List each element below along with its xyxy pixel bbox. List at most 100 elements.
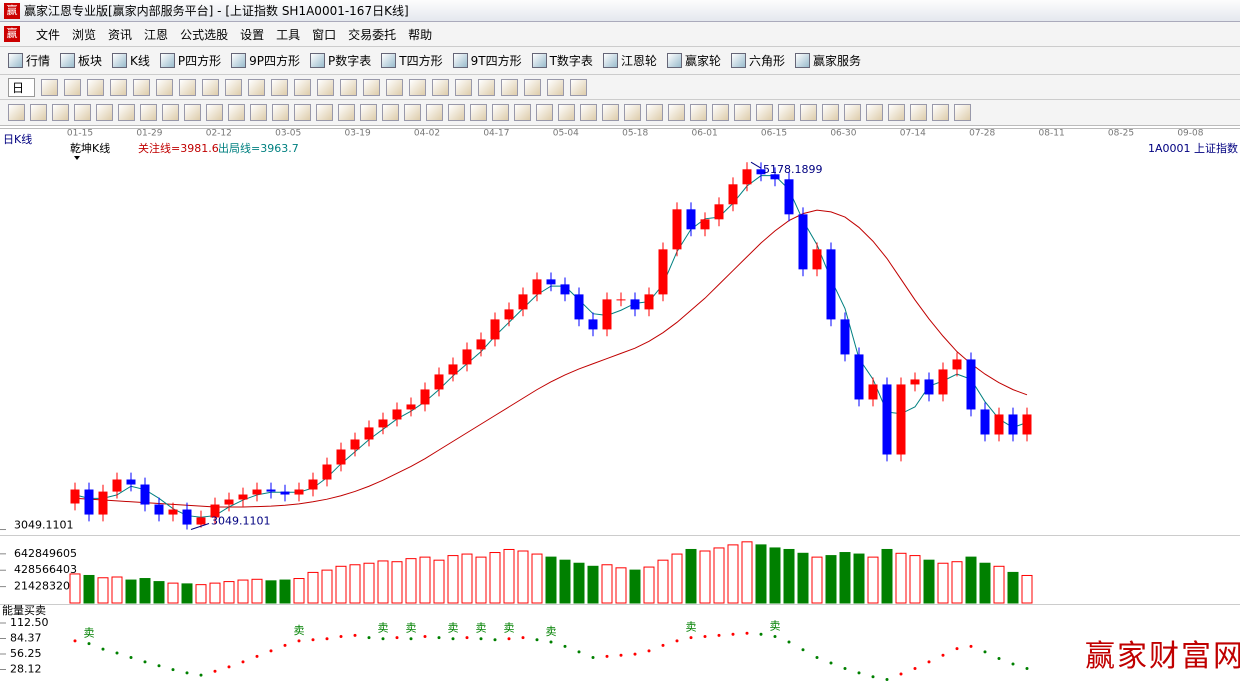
tool-icon[interactable]: [184, 104, 201, 121]
tool-icon[interactable]: [96, 104, 113, 121]
tool-icon[interactable]: [409, 78, 427, 96]
date-tick-label: 01-15: [67, 129, 93, 139]
tool-icon[interactable]: [162, 104, 179, 121]
tool-icon[interactable]: [844, 104, 861, 121]
volume-bar: [279, 579, 291, 604]
tool-icon[interactable]: [822, 104, 839, 121]
tool-icon[interactable]: [206, 104, 223, 121]
tool-icon[interactable]: [455, 78, 473, 96]
tool-icon[interactable]: [932, 104, 949, 121]
menu-item[interactable]: 江恩: [144, 27, 169, 42]
candle-body: [672, 209, 682, 250]
menu-item[interactable]: 帮助: [408, 27, 433, 42]
tool-icon[interactable]: [250, 104, 267, 121]
tool-icon[interactable]: [712, 104, 729, 121]
tool-icon[interactable]: [470, 104, 487, 121]
toolbar-button[interactable]: 赢家轮: [666, 52, 721, 69]
tool-icon[interactable]: [30, 104, 47, 121]
toolbar-button[interactable]: P四方形: [159, 52, 221, 69]
menu-item[interactable]: 窗口: [312, 27, 337, 42]
tool-icon[interactable]: [426, 104, 443, 121]
tool-icon[interactable]: [360, 104, 377, 121]
tool-icon[interactable]: [338, 104, 355, 121]
volume-bar: [923, 559, 935, 604]
toolbar-button[interactable]: P数字表: [310, 52, 371, 69]
tool-icon[interactable]: [547, 78, 565, 96]
tool-icon[interactable]: [448, 104, 465, 121]
tool-icon[interactable]: [690, 104, 707, 121]
tool-icon[interactable]: [294, 78, 312, 96]
title-bar: 赢赢家江恩专业版[赢家内部服务平台] - [上证指数 SH1A0001-167日…: [0, 0, 1240, 22]
tool-icon[interactable]: [316, 104, 333, 121]
tool-icon[interactable]: [524, 78, 542, 96]
tool-icon[interactable]: [570, 78, 588, 96]
tool-icon[interactable]: [156, 78, 174, 96]
tool-icon[interactable]: [580, 104, 597, 121]
menu-item[interactable]: 资讯: [108, 27, 133, 42]
tool-icon[interactable]: [404, 104, 421, 121]
energy-dot: [703, 635, 707, 639]
toolbar-button[interactable]: 9P四方形: [231, 52, 300, 69]
tool-icon[interactable]: [492, 104, 509, 121]
toolbar-button[interactable]: 六角形: [730, 52, 785, 69]
tool-icon[interactable]: [140, 104, 157, 121]
menu-item[interactable]: 交易委托: [348, 27, 397, 42]
tool-icon[interactable]: [778, 104, 795, 121]
toolbar-button[interactable]: 行情: [8, 52, 50, 69]
tool-icon[interactable]: [225, 78, 243, 96]
menu-item[interactable]: 文件: [36, 27, 61, 42]
toolbar-button[interactable]: 江恩轮: [602, 52, 657, 69]
menu-item[interactable]: 设置: [240, 27, 265, 42]
tool-icon[interactable]: [248, 78, 266, 96]
tool-icon[interactable]: [668, 104, 685, 121]
tool-icon[interactable]: [910, 104, 927, 121]
tool-icon[interactable]: [74, 104, 91, 121]
tool-icon[interactable]: [8, 104, 25, 121]
toolbar-button[interactable]: 赢家服务: [794, 52, 861, 69]
toolbar-button[interactable]: T四方形: [381, 52, 443, 69]
tool-icon[interactable]: [536, 104, 553, 121]
tool-icon[interactable]: [624, 104, 641, 121]
tool-icon[interactable]: [756, 104, 773, 121]
menu-item[interactable]: 公式选股: [180, 27, 229, 42]
tool-icon[interactable]: [432, 78, 450, 96]
toolbar-button[interactable]: T数字表: [531, 52, 593, 69]
tool-icon[interactable]: [228, 104, 245, 121]
tool-icon[interactable]: [133, 78, 151, 96]
tool-icon[interactable]: [294, 104, 311, 121]
tool-icon[interactable]: [41, 78, 59, 96]
tool-icon[interactable]: [382, 104, 399, 121]
tool-icon[interactable]: [110, 78, 128, 96]
tool-icon[interactable]: [271, 78, 289, 96]
tool-icon[interactable]: [954, 104, 971, 121]
tool-icon[interactable]: [202, 78, 220, 96]
tool-icon[interactable]: [317, 78, 335, 96]
tool-icon[interactable]: [478, 78, 496, 96]
tool-icon[interactable]: [64, 78, 82, 96]
tool-icon[interactable]: [87, 78, 105, 96]
period-select[interactable]: 日: [8, 77, 36, 97]
tool-icon[interactable]: [363, 78, 381, 96]
tool-icon[interactable]: [888, 104, 905, 121]
tool-icon[interactable]: [272, 104, 289, 121]
tool-icon[interactable]: [501, 78, 519, 96]
tool-icon[interactable]: [179, 78, 197, 96]
tool-icon[interactable]: [800, 104, 817, 121]
menu-item[interactable]: 工具: [276, 27, 301, 42]
toolbar-button[interactable]: 9T四方形: [452, 52, 522, 69]
tool-icon[interactable]: [386, 78, 404, 96]
tool-icon[interactable]: [602, 104, 619, 121]
tool-icon[interactable]: [734, 104, 751, 121]
tool-icon[interactable]: [52, 104, 69, 121]
tool-icon[interactable]: [866, 104, 883, 121]
toolbar-button[interactable]: K线: [112, 52, 150, 69]
tool-icon[interactable]: [514, 104, 531, 121]
tool-icon[interactable]: [340, 78, 358, 96]
signal-label: 卖: [84, 627, 95, 640]
tool-icon[interactable]: [558, 104, 575, 121]
energy-dot: [605, 654, 609, 658]
tool-icon[interactable]: [646, 104, 663, 121]
tool-icon[interactable]: [118, 104, 135, 121]
menu-item[interactable]: 浏览: [72, 27, 97, 42]
toolbar-button[interactable]: 板块: [60, 52, 102, 69]
